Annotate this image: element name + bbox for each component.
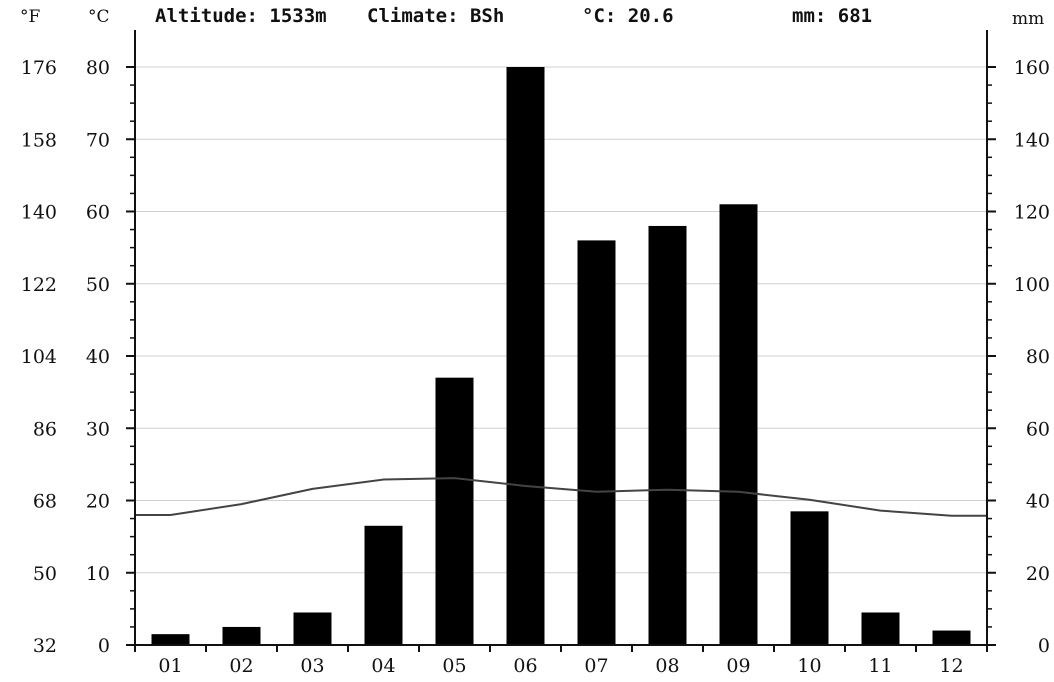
precip-bar [790, 511, 829, 645]
mean-temp-label: °C: 20.6 [582, 5, 674, 27]
celsius-tick-label: 20 [86, 491, 110, 513]
fahrenheit-tick-label: 104 [21, 346, 57, 368]
celsius-tick-label: 70 [86, 129, 110, 151]
celsius-tick-label: 40 [86, 346, 110, 368]
fahrenheit-tick-label: 50 [33, 563, 57, 585]
annual-precip-label: mm: 681 [792, 5, 872, 27]
precip-bar [506, 67, 545, 645]
precip-tick-label: 20 [1026, 563, 1050, 585]
fahrenheit-tick-label: 140 [21, 202, 57, 224]
precip-tick-label: 160 [1014, 57, 1050, 79]
climate-label: Climate: BSh [367, 5, 504, 27]
precip-tick-label: 100 [1014, 274, 1050, 296]
precip-bar [293, 612, 332, 645]
fahrenheit-unit-label: °F [20, 7, 41, 27]
precip-bar [222, 626, 261, 645]
temperature-series-line [135, 477, 987, 517]
month-label: 08 [655, 655, 679, 677]
month-label: 03 [300, 655, 324, 677]
celsius-tick-label: 80 [86, 57, 110, 79]
celsius-tick-label: 60 [86, 202, 110, 224]
month-label: 07 [584, 655, 608, 677]
fahrenheit-tick-label: 86 [33, 418, 57, 440]
precip-tick-label: 0 [1038, 635, 1050, 657]
celsius-tick-label: 30 [86, 418, 110, 440]
gridlines [135, 66, 987, 574]
month-label: 09 [726, 655, 750, 677]
precip-bar [719, 204, 758, 645]
celsius-unit-label: °C [88, 7, 110, 27]
precip-tick-label: 80 [1026, 346, 1050, 368]
month-label: 02 [229, 655, 253, 677]
axis-ticks [126, 66, 996, 652]
precip-bar [861, 612, 900, 645]
precip-tick-label: 40 [1026, 491, 1050, 513]
precip-bar [648, 225, 687, 645]
axes [134, 30, 988, 646]
month-label: 10 [797, 655, 821, 677]
altitude-label: Altitude: 1533m [155, 5, 327, 27]
precip-bar [577, 240, 616, 645]
temperature-line [135, 477, 987, 517]
precip-bar [364, 525, 403, 645]
precip-bar [435, 377, 474, 645]
precip-unit-label: mm [1012, 9, 1044, 29]
month-label: 05 [442, 655, 466, 677]
fahrenheit-tick-label: 176 [21, 57, 57, 79]
precip-bar [932, 630, 971, 645]
precip-tick-label: 60 [1026, 418, 1050, 440]
celsius-tick-label: 0 [98, 635, 110, 657]
fahrenheit-tick-label: 122 [21, 274, 57, 296]
precip-tick-label: 140 [1014, 129, 1050, 151]
month-label: 11 [868, 655, 892, 677]
month-label: 06 [513, 655, 537, 677]
fahrenheit-tick-label: 32 [33, 635, 57, 657]
month-label: 04 [371, 655, 395, 677]
celsius-tick-label: 10 [86, 563, 110, 585]
precip-tick-label: 120 [1014, 202, 1050, 224]
fahrenheit-tick-label: 158 [21, 129, 57, 151]
month-label: 01 [158, 655, 182, 677]
fahrenheit-tick-label: 68 [33, 491, 57, 513]
month-label: 12 [939, 655, 963, 677]
celsius-tick-label: 50 [86, 274, 110, 296]
precip-bar [151, 634, 190, 645]
precipitation-bars [151, 67, 971, 645]
